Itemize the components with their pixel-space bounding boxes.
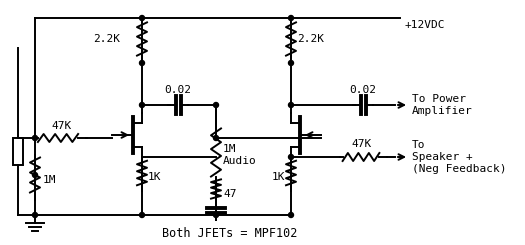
Text: 0.02: 0.02 [164,85,192,95]
Text: 2.2K: 2.2K [297,34,324,44]
Text: 1K: 1K [271,172,285,182]
Circle shape [140,102,144,108]
Circle shape [33,212,37,218]
Text: +12VDC: +12VDC [405,20,446,30]
Text: Both JFETs = MPF102: Both JFETs = MPF102 [162,227,298,240]
Circle shape [289,212,293,218]
Circle shape [214,135,218,140]
Text: 1M
Audio: 1M Audio [223,144,257,166]
Text: 2.2K: 2.2K [93,34,120,44]
Circle shape [214,102,218,108]
Circle shape [33,135,37,140]
Circle shape [140,61,144,65]
Text: 1K: 1K [148,172,162,182]
Circle shape [140,212,144,218]
Circle shape [140,15,144,21]
Circle shape [289,155,293,159]
Circle shape [214,212,218,218]
Circle shape [289,15,293,21]
Bar [13,138,23,165]
Text: 0.02: 0.02 [350,85,376,95]
Circle shape [33,172,37,177]
Text: To Power
Amplifier: To Power Amplifier [412,94,472,116]
Text: 1M: 1M [43,175,57,185]
Text: 47K: 47K [352,139,372,149]
Circle shape [289,61,293,65]
Text: 47K: 47K [52,121,72,131]
Circle shape [289,102,293,108]
Text: To
Speaker +
(Neg Feedback): To Speaker + (Neg Feedback) [412,140,507,174]
Text: 47: 47 [223,189,236,199]
